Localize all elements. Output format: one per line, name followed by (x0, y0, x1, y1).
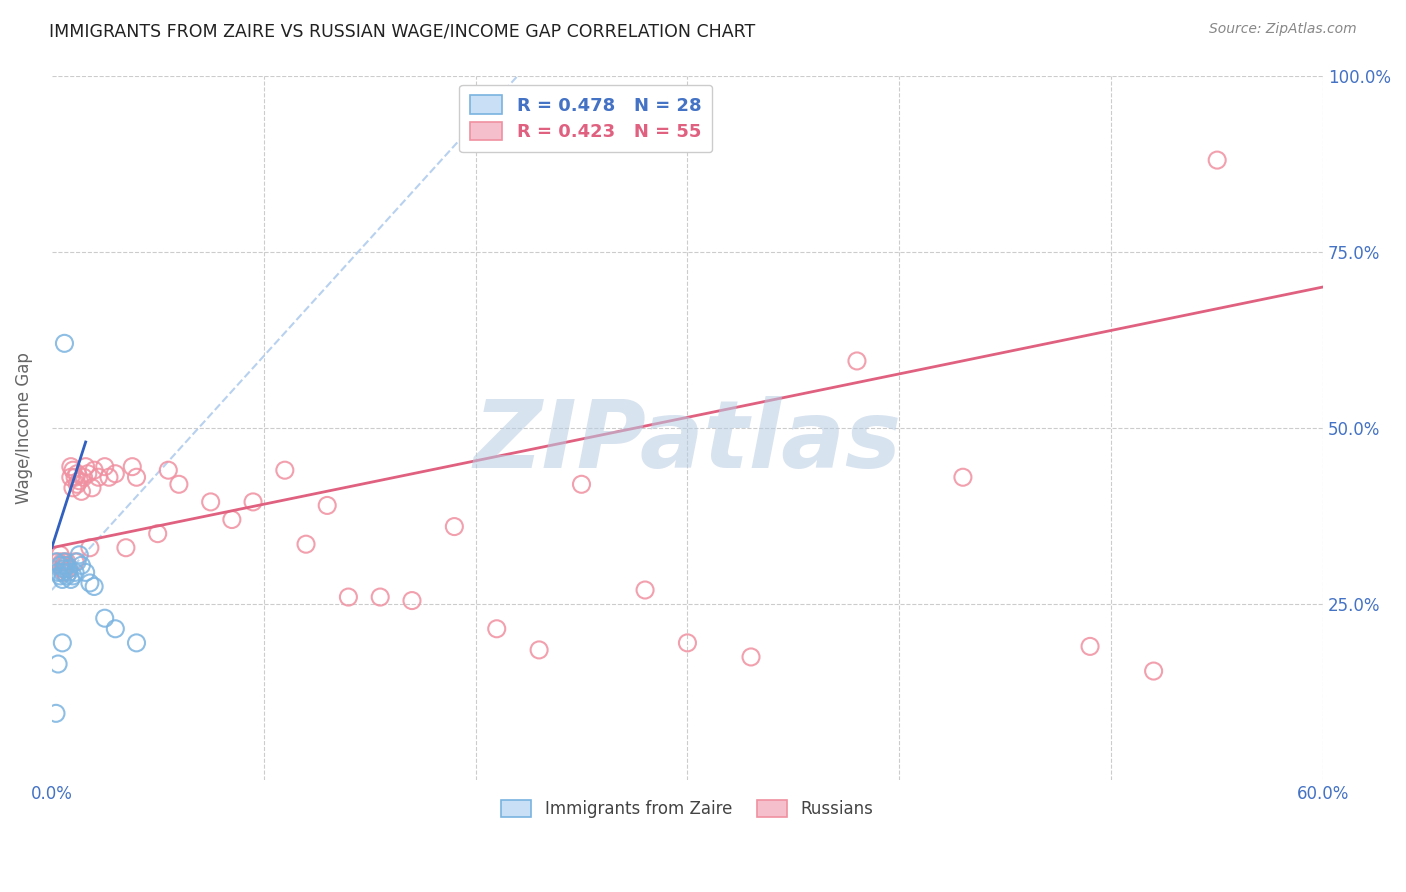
Point (67, 548, 90, 562)
Legend: Immigrants from Zaire, Russians: Immigrants from Zaire, Russians (495, 793, 880, 825)
Point (53, 566, 76, 580)
Point (58, 562, 80, 576)
Point (368, 590, 391, 604)
Point (53, 558, 76, 573)
Point (527, 643, 550, 657)
Point (70, 484, 93, 499)
Point (46, 657, 69, 671)
Point (45, 706, 67, 721)
Point (79, 576, 101, 591)
Point (93, 459, 115, 474)
Point (97, 470, 120, 484)
Point (76, 467, 98, 481)
Point (87, 470, 110, 484)
Point (46, 566, 69, 580)
Point (337, 590, 360, 604)
Y-axis label: Wage/Income Gap: Wage/Income Gap (15, 352, 32, 504)
Point (51, 636, 73, 650)
Point (49, 569, 72, 583)
Point (104, 622, 127, 636)
Point (121, 459, 143, 474)
Point (115, 541, 138, 555)
Text: ZIPatlas: ZIPatlas (474, 396, 901, 488)
Text: Source: ZipAtlas.com: Source: ZipAtlas.com (1209, 22, 1357, 37)
Point (846, 354, 869, 368)
Point (53, 555, 76, 569)
Point (51, 566, 73, 580)
Point (83, 579, 105, 593)
Point (740, 650, 762, 665)
Point (53, 336, 76, 351)
Point (274, 463, 297, 477)
Point (676, 636, 699, 650)
Point (55, 569, 77, 583)
Point (200, 495, 222, 509)
Point (51, 573, 73, 587)
Point (46, 555, 69, 569)
Point (125, 636, 148, 650)
Point (79, 541, 101, 555)
Point (146, 526, 169, 541)
Point (1206, 153, 1229, 167)
Point (952, 470, 974, 484)
Point (59, 470, 82, 484)
Point (59, 573, 82, 587)
Point (45, 555, 67, 569)
Point (49, 558, 72, 573)
Point (63, 470, 86, 484)
Point (62, 463, 84, 477)
Point (51, 555, 73, 569)
Point (167, 477, 190, 491)
Point (83, 463, 105, 477)
Point (70, 558, 93, 573)
Point (55, 558, 77, 573)
Point (295, 537, 318, 551)
Point (55, 555, 77, 569)
Point (485, 622, 508, 636)
Point (58, 566, 80, 580)
Point (316, 499, 339, 513)
Point (59, 459, 82, 474)
Point (66, 467, 89, 481)
Point (1142, 664, 1164, 678)
Point (58, 562, 80, 576)
Point (1078, 640, 1101, 654)
Point (63, 566, 86, 580)
Point (63, 555, 86, 569)
Point (157, 463, 180, 477)
Point (62, 481, 84, 495)
Point (75, 459, 97, 474)
Point (125, 470, 148, 484)
Point (75, 566, 97, 580)
Point (443, 519, 465, 533)
Point (401, 593, 423, 607)
Point (51, 562, 73, 576)
Point (72, 470, 94, 484)
Text: IMMIGRANTS FROM ZAIRE VS RUSSIAN WAGE/INCOME GAP CORRELATION CHART: IMMIGRANTS FROM ZAIRE VS RUSSIAN WAGE/IN… (49, 22, 755, 40)
Point (66, 477, 89, 491)
Point (634, 582, 657, 597)
Point (49, 548, 72, 562)
Point (53, 562, 76, 576)
Point (242, 495, 264, 509)
Point (571, 477, 593, 491)
Point (62, 569, 84, 583)
Point (104, 467, 127, 481)
Point (80, 481, 103, 495)
Point (93, 611, 115, 625)
Point (66, 555, 89, 569)
Point (67, 474, 90, 488)
Point (221, 512, 243, 526)
